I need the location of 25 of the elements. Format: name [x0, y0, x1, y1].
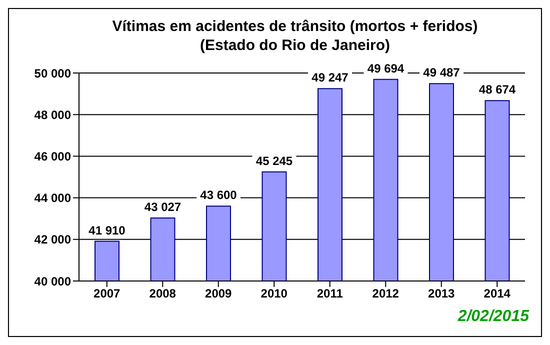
- y-tick-label: 42 000: [34, 232, 72, 247]
- data-label: 49 487: [423, 66, 460, 80]
- data-label: 49 247: [312, 70, 349, 85]
- text: 2/02/2015: [458, 308, 529, 326]
- data-label: 49 694: [367, 61, 404, 76]
- x-tick-label: 2009: [205, 286, 232, 301]
- data-label: 43 027: [144, 200, 182, 214]
- x-tick-label: 2008: [149, 286, 176, 301]
- data-label: 48 674: [478, 82, 516, 97]
- x-tick-label: 2007: [94, 286, 121, 301]
- y-tick-label: 50 000: [34, 66, 72, 80]
- chart-subtitle: (Estado do Rio de Janeiro): [198, 36, 392, 55]
- y-tick-label: 48 000: [34, 108, 72, 122]
- x-tick-label: 2012: [372, 286, 400, 301]
- x-tick-label: 2013: [428, 286, 456, 301]
- x-tick-label: 2010: [260, 286, 288, 301]
- chart-title: Vítimas em acidentes de trânsito (mortos + feridos): [111, 17, 479, 36]
- y-tick-label: 46 000: [34, 149, 72, 164]
- y-tick-label: 40 000: [34, 274, 72, 288]
- x-tick-label: 2014: [484, 286, 511, 301]
- data-label: 41 910: [88, 223, 126, 238]
- data-label: 43 600: [200, 188, 238, 202]
- data-label: 45 245: [256, 154, 293, 168]
- y-tick-label: 44 000: [34, 191, 72, 206]
- x-tick-label: 2011: [316, 286, 344, 301]
